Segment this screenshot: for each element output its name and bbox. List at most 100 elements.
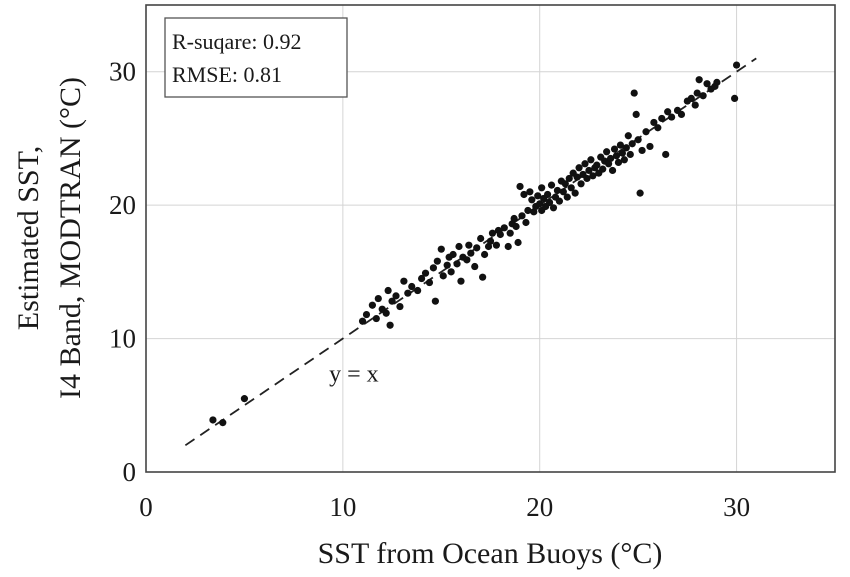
data-point [642,128,650,136]
data-point [668,113,676,121]
data-point [471,262,479,271]
data-point [516,182,524,191]
data-point [549,204,558,212]
data-point [614,158,623,167]
data-point [622,144,630,152]
data-point [571,189,579,197]
data-point [608,166,617,175]
data-point [561,180,569,188]
data-point [518,212,526,220]
data-point [695,76,703,84]
data-point [437,245,445,253]
data-point [404,289,412,297]
data-point [362,310,371,319]
data-point [429,264,438,272]
x-tick-label: 20 [526,492,553,522]
data-point [646,142,654,151]
data-point [512,222,520,231]
data-point [465,241,473,249]
data-point [457,277,465,285]
data-point [219,419,227,427]
data-point [575,164,583,172]
data-point [606,154,615,163]
data-point [567,184,575,192]
data-point [431,297,439,305]
data-point [418,274,426,283]
data-point [593,161,601,169]
data-point [524,206,532,215]
data-point [713,78,721,86]
data-point [624,132,632,140]
data-point [565,174,573,183]
data-point [610,145,619,153]
data-point [545,198,554,207]
y-axis-label-line-2: I4 Band, MODTRAN (°C) [54,77,87,399]
data-point [496,230,504,239]
data-point [534,192,542,200]
data-point [425,278,434,287]
plot-frame [145,4,836,473]
data-point [636,189,644,197]
data-point [628,140,636,148]
data-point [612,152,621,160]
data-point [408,282,416,291]
x-tick-labels: 0 10 20 30 [139,492,750,522]
data-point [573,173,581,181]
data-point [382,309,390,317]
data-point [634,136,642,144]
data-point [372,314,380,323]
data-point [358,317,367,325]
data-point [677,110,686,119]
data-point [467,249,475,257]
data-point [547,181,556,189]
data-point [587,156,595,164]
data-point [480,250,489,259]
data-point [536,200,544,208]
data-point [577,180,585,188]
data-point [589,172,597,180]
y-tick-label: 20 [109,190,136,220]
data-point [443,261,451,269]
data-point [654,124,662,132]
data-point [526,188,534,196]
x-tick-label: 30 [723,492,750,522]
data-point [632,110,640,119]
data-point [386,321,394,329]
stats-box: R-suqare: 0.92 RMSE: 0.81 [164,17,348,98]
data-point [414,286,422,295]
data-point [520,190,528,199]
data-point [538,184,546,192]
data-point [392,292,400,300]
data-point [486,237,495,245]
data-point [374,294,382,303]
data-point [687,94,695,102]
y-axis-label-line-1: Estimated SST, [12,146,45,330]
y-tick-labels: 0 10 20 30 [109,57,136,487]
data-point [650,118,658,127]
data-point [439,272,447,280]
y-tick-label: 10 [109,324,136,354]
data-point [583,174,591,183]
data-point [553,186,562,195]
data-point [477,234,485,243]
data-point [473,244,481,252]
data-point [581,160,589,168]
r-square-label: R-suqare: 0.92 [172,29,302,54]
data-point [514,238,522,247]
data-point [209,416,217,424]
data-point [616,141,625,149]
data-point [658,114,666,123]
y-tick-label: 0 [123,457,137,487]
data-point [421,269,430,277]
data-point [585,166,593,175]
data-point [388,297,396,305]
data-point [510,214,518,223]
data-point [693,89,701,97]
data-point [638,146,646,155]
data-point [479,273,487,281]
data-point [528,196,536,204]
data-point [455,242,463,251]
data-point [240,395,249,403]
x-tick-label: 0 [139,492,153,522]
